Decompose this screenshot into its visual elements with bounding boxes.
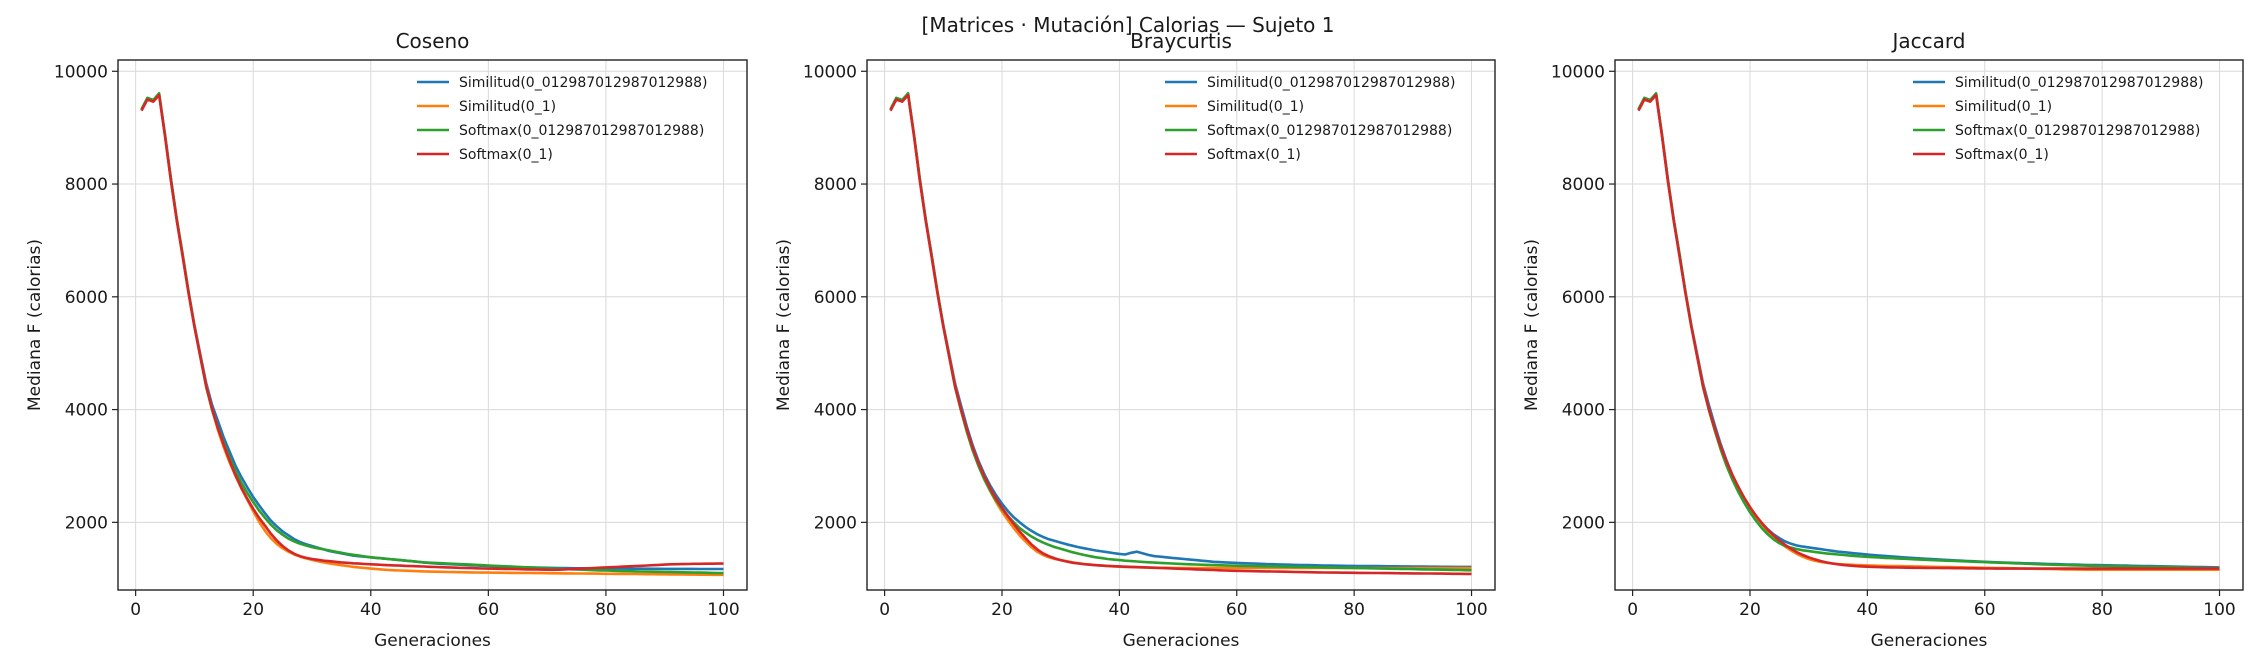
- chart-title: Jaccard: [1891, 29, 1966, 53]
- series-line-1: [1637, 92, 2220, 569]
- x-tick-label: 80: [595, 600, 617, 620]
- axes-frame: [117, 59, 748, 591]
- legend-label: Softmax(0_1): [459, 147, 553, 163]
- x-tick-label: 60: [478, 600, 500, 620]
- legend-label: Similitud(0_1): [459, 99, 556, 115]
- series-line-3: [1637, 92, 2220, 570]
- legend-label: Softmax(0_1): [1955, 147, 2049, 163]
- y-tick-label: 6000: [814, 288, 857, 308]
- chart-title: Coseno: [396, 29, 470, 53]
- y-tick-label: 2000: [1562, 513, 1605, 533]
- y-tick-label: 8000: [814, 175, 857, 195]
- x-tick-label: 100: [707, 600, 739, 620]
- series-line-4: [889, 93, 1472, 576]
- y-axis-label: Mediana F (calorias): [1522, 239, 1542, 411]
- y-tick-label: 8000: [1562, 175, 1605, 195]
- x-tick-label: 0: [879, 600, 890, 620]
- legend-label: Softmax(0_1): [1207, 147, 1301, 163]
- series-line-1: [889, 92, 1472, 569]
- y-tick-label: 4000: [814, 401, 857, 421]
- legend-label: Similitud(0_012987012987012988): [1207, 75, 1456, 91]
- series-line-1: [140, 92, 724, 571]
- x-tick-label: 100: [1455, 600, 1487, 620]
- axes-frame: [1614, 59, 2244, 591]
- y-tick-label: 10000: [1551, 62, 1605, 82]
- legend-label: Similitud(0_1): [1207, 99, 1304, 115]
- x-axis-label: Generaciones: [1123, 631, 1240, 651]
- chart-title: Braycurtis: [1130, 29, 1232, 53]
- x-tick-label: 20: [991, 600, 1013, 620]
- legend-label: Similitud(0_1): [1955, 99, 2052, 115]
- y-tick-label: 4000: [1562, 401, 1605, 421]
- x-tick-label: 40: [1857, 600, 1879, 620]
- series-line-2: [1637, 93, 2220, 572]
- x-tick-label: 80: [1343, 600, 1365, 620]
- series-line-4: [140, 93, 724, 572]
- series-line-3: [889, 92, 1472, 572]
- y-tick-label: 6000: [1562, 288, 1605, 308]
- legend-label: Softmax(0_012987012987012988): [1207, 123, 1452, 139]
- x-axis-label: Generaciones: [374, 631, 491, 651]
- x-tick-label: 60: [1226, 600, 1248, 620]
- x-tick-label: 40: [1109, 600, 1131, 620]
- chart-panel-3: 0 20 40 60 80 100 2000 4000 6000 8000 10000 Jaccard…: [1522, 29, 2244, 651]
- x-tick-label: 80: [2091, 600, 2113, 620]
- y-axis-label: Mediana F (calorias): [25, 239, 45, 411]
- legend-label: Softmax(0_012987012987012988): [1955, 123, 2200, 139]
- legend-label: Softmax(0_012987012987012988): [459, 123, 704, 139]
- x-tick-label: 20: [1739, 600, 1761, 620]
- x-tick-label: 20: [242, 600, 264, 620]
- series-line-3: [140, 92, 724, 575]
- chart-panel-1: 0 20 40 60 80 100 2000 4000 6000 8000 10000 Coseno G…: [25, 29, 748, 651]
- chart-panel-2: 0 20 40 60 80 100 2000 4000 6000 8000 10000 Braycur…: [774, 29, 1496, 651]
- y-tick-label: 2000: [65, 513, 108, 533]
- x-tick-label: 100: [2203, 600, 2235, 620]
- x-tick-label: 40: [360, 600, 382, 620]
- axes-frame: [866, 59, 1496, 591]
- x-tick-label: 0: [1627, 600, 1638, 620]
- y-tick-label: 10000: [803, 62, 857, 82]
- y-tick-label: 4000: [65, 401, 108, 421]
- y-tick-label: 8000: [65, 175, 108, 195]
- series-line-2: [889, 93, 1472, 570]
- figure-suptitle: [Matrices · Mutación] Calorias — Sujeto …: [922, 13, 1335, 37]
- legend-label: Similitud(0_012987012987012988): [459, 75, 708, 91]
- x-axis-label: Generaciones: [1871, 631, 1988, 651]
- series-line-2: [140, 93, 724, 577]
- legend-label: Similitud(0_012987012987012988): [1955, 75, 2204, 91]
- y-axis-label: Mediana F (calorias): [774, 239, 794, 411]
- x-tick-label: 0: [130, 600, 141, 620]
- y-tick-label: 6000: [65, 288, 108, 308]
- y-tick-label: 10000: [54, 62, 108, 82]
- series-line-4: [1637, 93, 2220, 570]
- y-tick-label: 2000: [814, 513, 857, 533]
- x-tick-label: 60: [1974, 600, 1996, 620]
